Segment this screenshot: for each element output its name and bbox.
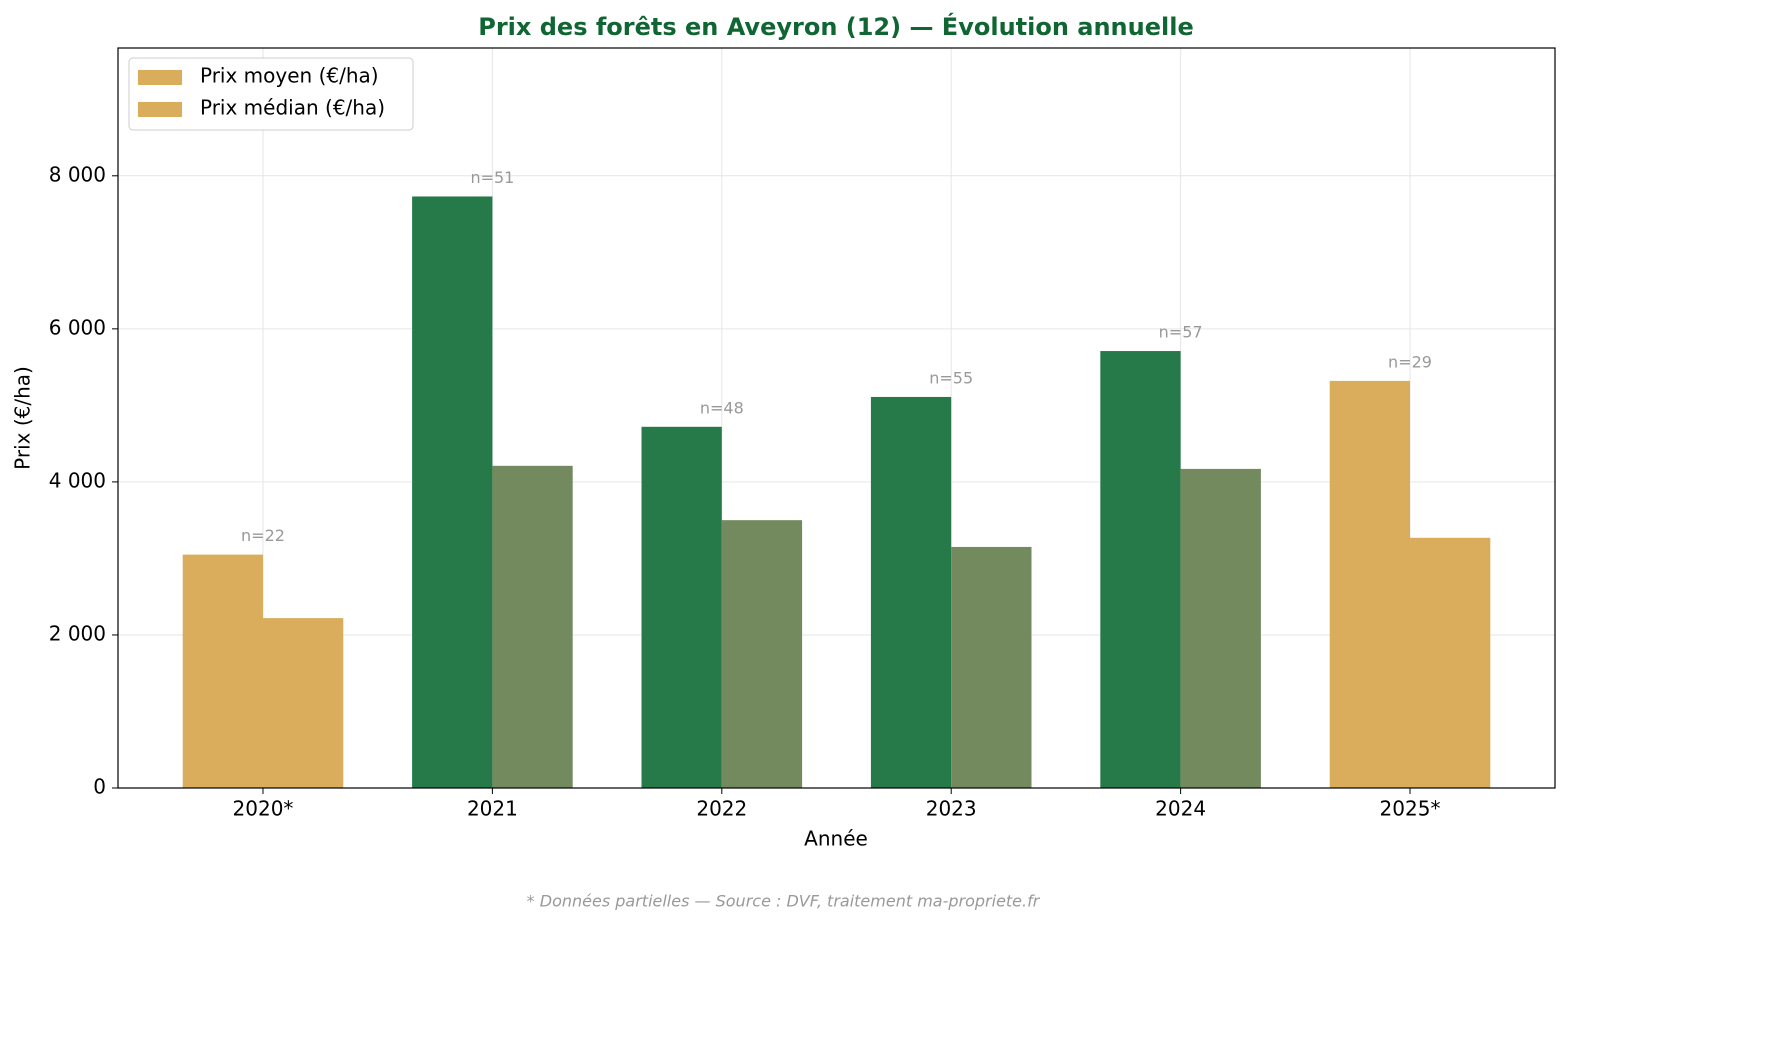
x-tick-label: 2025* xyxy=(1380,797,1441,821)
x-axis-label: Année xyxy=(804,827,868,851)
bar xyxy=(641,426,722,788)
x-tick-label: 2024 xyxy=(1155,797,1206,821)
footnote: * Données partielles — Source : DVF, tra… xyxy=(527,892,1041,911)
sample-size-label: n=22 xyxy=(241,526,285,545)
legend-label: Prix moyen (€/ha) xyxy=(200,64,379,88)
bar xyxy=(1100,351,1181,788)
y-axis-label: Prix (€/ha) xyxy=(11,366,35,470)
bar xyxy=(1180,468,1261,788)
y-tick-label: 4 000 xyxy=(49,468,106,492)
x-tick-label: 2022 xyxy=(696,797,747,821)
legend-swatch xyxy=(138,102,182,117)
sample-size-label: n=29 xyxy=(1388,352,1432,371)
sample-size-label: n=55 xyxy=(929,368,973,387)
bar xyxy=(1329,380,1411,788)
sample-size-label: n=48 xyxy=(700,398,744,417)
bar xyxy=(492,465,573,788)
bar xyxy=(721,520,803,788)
y-tick-label: 6 000 xyxy=(49,315,106,339)
legend-swatch xyxy=(138,70,182,85)
sample-size-label: n=57 xyxy=(1159,323,1203,342)
y-tick-label: 0 xyxy=(93,775,106,799)
sample-size-label: n=51 xyxy=(470,168,514,187)
legend-box xyxy=(128,57,414,131)
bar xyxy=(182,554,263,788)
legend: Prix moyen (€/ha) Prix médian (€/ha) xyxy=(128,57,414,131)
x-tick-label: 2020* xyxy=(233,797,294,821)
bar xyxy=(951,546,1032,788)
legend-label: Prix médian (€/ha) xyxy=(200,96,385,120)
x-tick-label: 2021 xyxy=(467,797,518,821)
x-tick-label: 2023 xyxy=(926,797,977,821)
y-tick-label: 2 000 xyxy=(49,621,106,645)
bar xyxy=(870,396,952,788)
bar xyxy=(1410,537,1491,788)
y-tick-label: 8 000 xyxy=(49,162,106,186)
chart-title: Prix des forêts en Aveyron (12) — Évolut… xyxy=(478,12,1194,41)
bar xyxy=(412,196,493,788)
bar xyxy=(262,618,344,788)
plot-frame xyxy=(117,47,1556,789)
